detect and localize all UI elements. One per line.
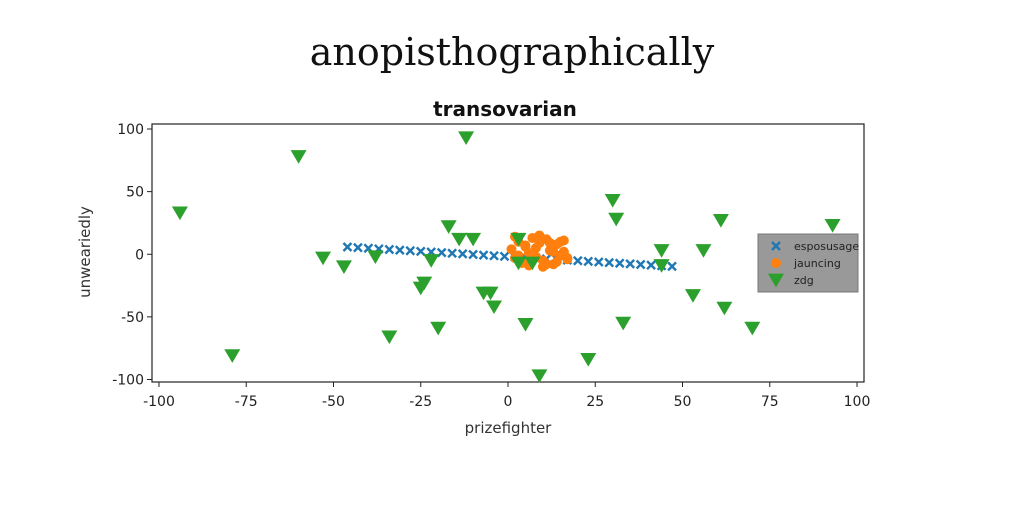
y-tick-label: -50 bbox=[121, 310, 144, 326]
point-zdg bbox=[367, 250, 384, 264]
point-esposusage bbox=[604, 257, 615, 268]
x-axis-ticks: -100 -75 -50 -25 0 25 50 75 100 bbox=[143, 382, 870, 410]
y-tick-label: 0 bbox=[135, 247, 144, 263]
point-zdg bbox=[580, 353, 597, 367]
point-zdg bbox=[290, 150, 307, 164]
point-zdg bbox=[824, 219, 841, 233]
point-zdg bbox=[335, 260, 352, 274]
x-tick-label: -25 bbox=[409, 394, 432, 410]
point-esposusage bbox=[489, 250, 499, 261]
y-axis-ticks: 100 50 0 -50 -100 bbox=[112, 122, 152, 388]
y-tick-label: -100 bbox=[112, 372, 144, 388]
x-tick-label: 75 bbox=[761, 394, 779, 410]
point-jauncing bbox=[555, 236, 566, 247]
point-esposusage bbox=[635, 259, 646, 270]
point-zdg bbox=[608, 212, 625, 227]
legend-marker-esposusage bbox=[771, 241, 781, 251]
point-zdg bbox=[451, 232, 468, 247]
point-zdg bbox=[510, 232, 527, 247]
point-zdg bbox=[171, 206, 188, 221]
point-zdg bbox=[381, 330, 398, 345]
point-zdg bbox=[744, 321, 761, 336]
x-tick-label: 0 bbox=[504, 394, 513, 410]
x-tick-label: 50 bbox=[674, 394, 692, 410]
point-jauncing bbox=[534, 230, 545, 241]
point-zdg bbox=[510, 256, 527, 271]
point-esposusage bbox=[572, 255, 583, 266]
legend-marker-jauncing bbox=[771, 258, 781, 268]
legend-label-zdg: zdg bbox=[794, 274, 814, 287]
point-jauncing bbox=[530, 242, 541, 253]
point-esposusage bbox=[457, 249, 468, 259]
point-esposusage bbox=[499, 251, 510, 262]
point-zdg bbox=[430, 321, 447, 336]
y-tick-label: 50 bbox=[126, 185, 144, 201]
point-esposusage bbox=[614, 258, 625, 269]
figure-title: anopisthographically bbox=[309, 30, 715, 74]
point-esposusage bbox=[646, 260, 656, 270]
point-esposusage bbox=[583, 256, 594, 267]
point-esposusage bbox=[468, 249, 478, 260]
point-zdg bbox=[465, 232, 482, 247]
point-zdg bbox=[315, 251, 332, 266]
point-esposusage bbox=[478, 250, 489, 260]
point-zdg bbox=[517, 317, 534, 332]
point-esposusage bbox=[625, 259, 636, 269]
point-zdg bbox=[695, 244, 712, 258]
point-jauncing bbox=[544, 237, 555, 248]
point-esposusage bbox=[436, 247, 447, 258]
chart-title: transovarian bbox=[433, 97, 577, 121]
x-tick-label: -100 bbox=[143, 394, 175, 410]
point-jauncing bbox=[548, 246, 559, 257]
point-jauncing bbox=[562, 253, 573, 264]
point-esposusage bbox=[667, 261, 677, 272]
point-esposusage bbox=[405, 245, 416, 256]
legend-label-jauncing: jauncing bbox=[793, 257, 841, 270]
point-zdg bbox=[653, 244, 670, 258]
point-esposusage bbox=[394, 245, 405, 255]
point-esposusage bbox=[593, 257, 604, 267]
point-jauncing bbox=[506, 244, 517, 255]
x-tick-label: 100 bbox=[844, 394, 871, 410]
point-jauncing bbox=[541, 259, 552, 270]
x-axis-label: prizefighter bbox=[465, 419, 553, 437]
point-esposusage bbox=[415, 246, 426, 257]
point-zdg bbox=[482, 286, 499, 301]
point-zdg bbox=[712, 214, 729, 228]
data-points bbox=[171, 131, 841, 383]
x-tick-label: 25 bbox=[586, 394, 604, 410]
point-jauncing bbox=[520, 241, 531, 252]
legend-marker-zdg bbox=[768, 273, 784, 288]
point-zdg bbox=[524, 256, 541, 271]
x-tick-label: -75 bbox=[235, 394, 258, 410]
x-tick-label: -50 bbox=[322, 394, 345, 410]
point-zdg bbox=[716, 301, 733, 316]
point-zdg bbox=[604, 193, 621, 208]
y-axis-label: unweariedly bbox=[76, 206, 94, 298]
point-zdg bbox=[615, 316, 632, 331]
point-esposusage bbox=[447, 248, 458, 259]
point-zdg bbox=[486, 300, 503, 315]
point-esposusage bbox=[384, 244, 395, 255]
point-jauncing bbox=[551, 256, 562, 267]
point-zdg bbox=[684, 289, 701, 303]
point-zdg bbox=[653, 259, 670, 273]
point-zdg bbox=[440, 220, 457, 234]
point-zdg bbox=[224, 349, 241, 363]
point-zdg bbox=[416, 276, 433, 291]
point-zdg bbox=[531, 369, 548, 383]
y-tick-label: 100 bbox=[117, 122, 144, 138]
point-esposusage bbox=[342, 242, 353, 252]
legend: esposusage jauncing zdg bbox=[757, 233, 859, 293]
legend-label-esposusage: esposusage bbox=[794, 240, 859, 253]
point-zdg bbox=[423, 254, 440, 268]
point-esposusage bbox=[353, 242, 363, 253]
point-zdg bbox=[458, 131, 475, 145]
